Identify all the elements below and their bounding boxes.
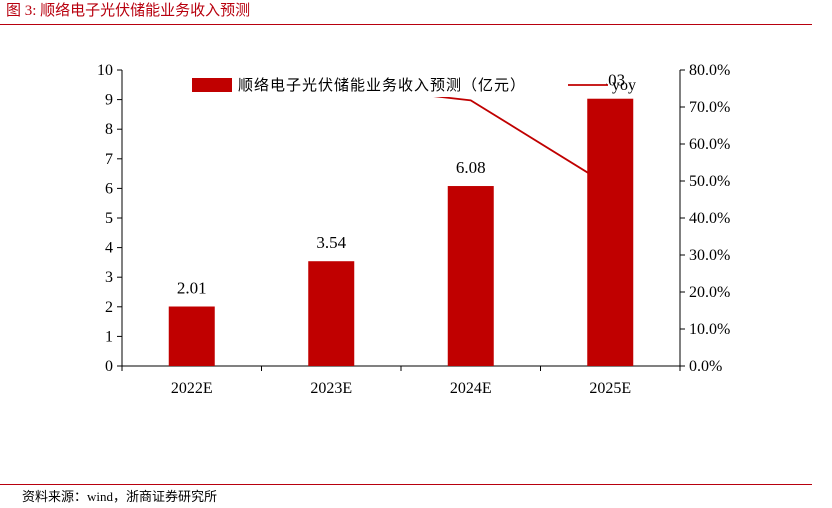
left-y-tick-label: 10 xyxy=(97,62,113,79)
right-y-tick-label: 60.0% xyxy=(689,136,730,153)
legend-background xyxy=(186,73,606,97)
x-tick-label: 2023E xyxy=(310,380,352,397)
right-y-tick-label: 30.0% xyxy=(689,247,730,264)
legend-bar-label: 顺络电子光伏储能业务收入预测（亿元） xyxy=(238,77,526,94)
bar-2024e xyxy=(447,186,494,366)
left-y-tick-label: 5 xyxy=(105,210,113,227)
legend-line-label: yoy xyxy=(612,77,636,94)
figure-title: 图 3: 顺络电子光伏储能业务收入预测 xyxy=(6,3,251,19)
bar-2022e xyxy=(168,306,215,366)
legend-bar-swatch xyxy=(192,78,232,92)
right-y-tick-label: 50.0% xyxy=(689,173,730,190)
right-y-tick-label: 40.0% xyxy=(689,210,730,227)
left-y-tick-label: 1 xyxy=(105,328,113,345)
x-tick-label: 2022E xyxy=(171,380,213,397)
left-y-tick-label: 4 xyxy=(105,240,113,257)
right-y-tick-label: 80.0% xyxy=(689,62,730,79)
source-note: 资料来源：wind，浙商证券研究所 xyxy=(22,489,218,504)
right-y-tick-label: 20.0% xyxy=(689,284,730,301)
bar-value-label: 3.54 xyxy=(316,233,346,252)
right-y-tick-label: 0.0% xyxy=(689,358,722,375)
x-tick-label: 2024E xyxy=(450,380,492,397)
left-y-tick-label: 8 xyxy=(105,121,113,138)
x-tick-label: 2025E xyxy=(589,380,631,397)
left-y-tick-label: 2 xyxy=(105,299,113,316)
left-y-tick-label: 9 xyxy=(105,92,113,109)
left-y-tick-label: 6 xyxy=(105,180,113,197)
left-y-tick-label: 0 xyxy=(105,358,113,375)
left-y-tick-label: 3 xyxy=(105,269,113,286)
bar-value-label: 2.01 xyxy=(177,279,207,298)
bar-2025e xyxy=(587,98,634,366)
title-divider xyxy=(0,24,812,25)
source-divider xyxy=(0,484,812,485)
right-y-tick-label: 70.0% xyxy=(689,99,730,116)
right-y-tick-label: 10.0% xyxy=(689,321,730,338)
bar-2023e xyxy=(308,261,355,366)
bar-value-label: 6.08 xyxy=(456,158,486,177)
left-y-tick-label: 7 xyxy=(105,151,113,168)
